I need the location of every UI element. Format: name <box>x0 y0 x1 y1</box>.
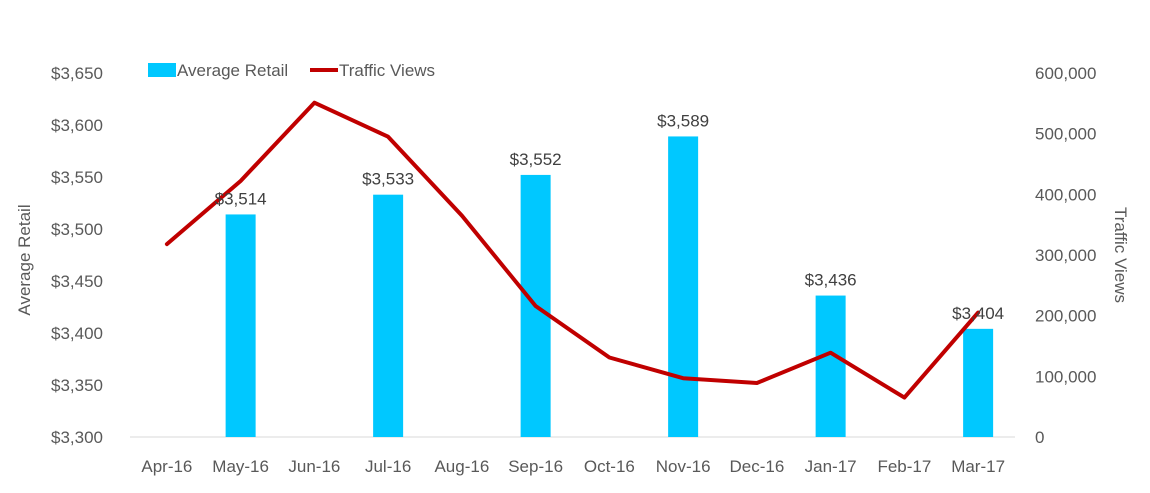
bar-average-retail <box>225 214 256 437</box>
y-right-tick-label: 600,000 <box>1035 64 1096 83</box>
line-traffic-views <box>164 100 981 400</box>
y-left-tick-label: $3,350 <box>51 376 103 395</box>
data-label-average-retail: $3,436 <box>805 271 857 290</box>
y-left-tick-label: $3,550 <box>51 168 103 187</box>
legend: Average Retail Traffic Views <box>148 61 435 80</box>
x-tick-label: Jul-16 <box>365 457 411 476</box>
data-label-average-retail: $3,514 <box>215 189 267 208</box>
y-right-tick-label: 0 <box>1035 428 1044 447</box>
x-tick-label: Feb-17 <box>877 457 931 476</box>
bar-average-retail <box>815 295 846 437</box>
y-left-tick-label: $3,500 <box>51 220 103 239</box>
x-tick-label: Nov-16 <box>656 457 711 476</box>
y-left-tick-label: $3,300 <box>51 428 103 447</box>
y-right-tick-label: 200,000 <box>1035 307 1096 326</box>
y-right-tick-label: 400,000 <box>1035 185 1096 204</box>
ticks-group: Apr-16 May-16 Jun-16 Jul-16 Aug-16 Sep-16 Oct-… <box>51 64 1096 476</box>
x-tick-label: Apr-16 <box>141 457 192 476</box>
y-left-tick-label: $3,600 <box>51 116 103 135</box>
legend-label-traffic-views: Traffic Views <box>339 61 435 80</box>
data-label-average-retail: $3,552 <box>510 150 562 169</box>
x-tick-label: May-16 <box>212 457 269 476</box>
data-labels-group: $3,514 $3,533 $3,552 $3,589 $3,436 $3,404 <box>215 111 1005 322</box>
y-right-axis-title: Traffic Views <box>1111 207 1130 303</box>
legend-swatch-average-retail <box>148 63 176 77</box>
bar-average-retail <box>963 328 994 437</box>
bar-average-retail <box>668 136 699 437</box>
x-tick-label: Aug-16 <box>434 457 489 476</box>
y-right-tick-label: 100,000 <box>1035 367 1096 386</box>
y-left-tick-label: $3,450 <box>51 272 103 291</box>
x-tick-label: Mar-17 <box>951 457 1005 476</box>
x-tick-label: Dec-16 <box>729 457 784 476</box>
x-tick-label: Jan-17 <box>805 457 857 476</box>
x-tick-label: Jun-16 <box>288 457 340 476</box>
data-label-average-retail: $3,589 <box>657 111 709 130</box>
y-left-tick-label: $3,650 <box>51 64 103 83</box>
data-label-average-retail: $3,404 <box>952 304 1004 323</box>
y-left-axis-title: Average Retail <box>15 204 34 315</box>
x-tick-label: Oct-16 <box>584 457 635 476</box>
y-right-tick-label: 300,000 <box>1035 246 1096 265</box>
bar-average-retail <box>373 194 404 437</box>
bars-group <box>225 136 994 438</box>
x-tick-label: Sep-16 <box>508 457 563 476</box>
line-group <box>164 100 981 400</box>
data-label-average-retail: $3,533 <box>362 170 414 189</box>
y-left-tick-label: $3,400 <box>51 324 103 343</box>
y-right-tick-label: 500,000 <box>1035 125 1096 144</box>
legend-label-average-retail: Average Retail <box>177 61 288 80</box>
